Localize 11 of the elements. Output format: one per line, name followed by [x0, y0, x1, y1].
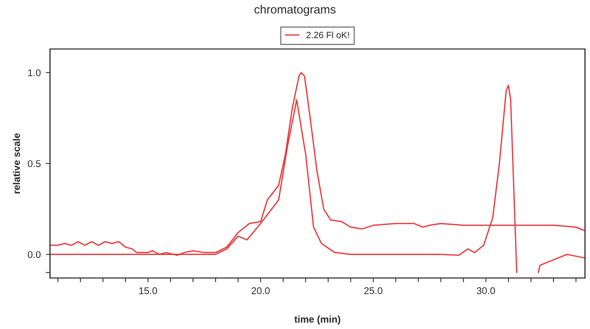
y-tick-label: 1.0 — [28, 69, 41, 76]
x-tick-label: 20.0 — [252, 287, 270, 294]
y-tick-label: 0.0 — [28, 251, 41, 258]
x-tick-label: 15.0 — [139, 287, 158, 294]
chart-title: chromatograms — [254, 4, 336, 16]
legend-label: 2.26 Fl oK! — [306, 32, 349, 38]
y-tick-label: 0.5 — [28, 160, 41, 168]
x-axis-title: time (min) — [294, 316, 340, 325]
x-tick-label: 30.0 — [476, 287, 495, 294]
y-axis-title: relative scale — [12, 133, 20, 194]
x-tick-label: 25.0 — [364, 287, 382, 294]
